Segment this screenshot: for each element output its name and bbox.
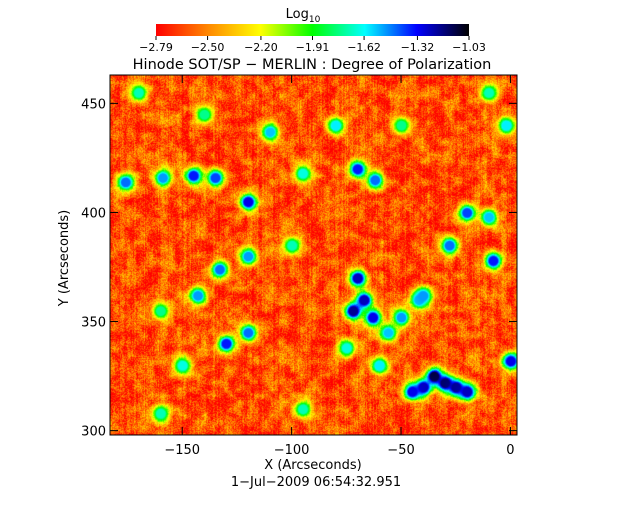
- colorbar-label: Log10: [286, 7, 321, 25]
- colorbar-tick-label: −1.03: [452, 41, 486, 54]
- chart-title: Hinode SOT/SP − MERLIN : Degree of Polar…: [133, 57, 492, 73]
- x-axis: −150 −100 −50 0: [164, 75, 515, 458]
- heatmap-canvas: [110, 75, 517, 435]
- y-tick-label: 300: [81, 425, 106, 440]
- x-tick-label: −150: [164, 443, 200, 458]
- y-axis-label: Y (Arcseconds): [57, 210, 72, 307]
- plot-area: −150 −100 −50 0 300 350 400 450: [81, 74, 518, 458]
- y-tick-label: 350: [81, 316, 106, 331]
- plot-frame: [109, 74, 518, 436]
- colorbar: Log10 −2.79 −2.50 −2.20 −1.91 −1.62 −1.32 −1.0…: [139, 7, 486, 54]
- colorbar-tick-label: −1.91: [296, 41, 330, 54]
- colorbar-tick-label: −2.50: [191, 41, 225, 54]
- colorbar-label-subscript: 10: [309, 15, 321, 25]
- y-axis: 300 350 400 450: [81, 97, 517, 440]
- heatmap-container: [110, 75, 517, 435]
- x-tick-label: 0: [506, 443, 514, 458]
- x-tick-label: −50: [387, 443, 414, 458]
- colorbar-tick-label: −1.32: [401, 41, 435, 54]
- colorbar-ticks: −2.79 −2.50 −2.20 −1.91 −1.62 −1.32 −1.03: [139, 36, 486, 54]
- y-tick-label: 450: [81, 97, 106, 112]
- colorbar-tick-label: −1.62: [347, 41, 381, 54]
- timestamp: 1−Jul−2009 06:54:32.951: [231, 475, 401, 490]
- colorbar-gradient: [156, 24, 469, 36]
- x-tick-label: −100: [274, 443, 310, 458]
- x-axis-label: X (Arcseconds): [264, 458, 361, 473]
- y-tick-label: 400: [81, 206, 106, 221]
- colorbar-tick-label: −2.20: [244, 41, 278, 54]
- colorbar-tick-label: −2.79: [139, 41, 173, 54]
